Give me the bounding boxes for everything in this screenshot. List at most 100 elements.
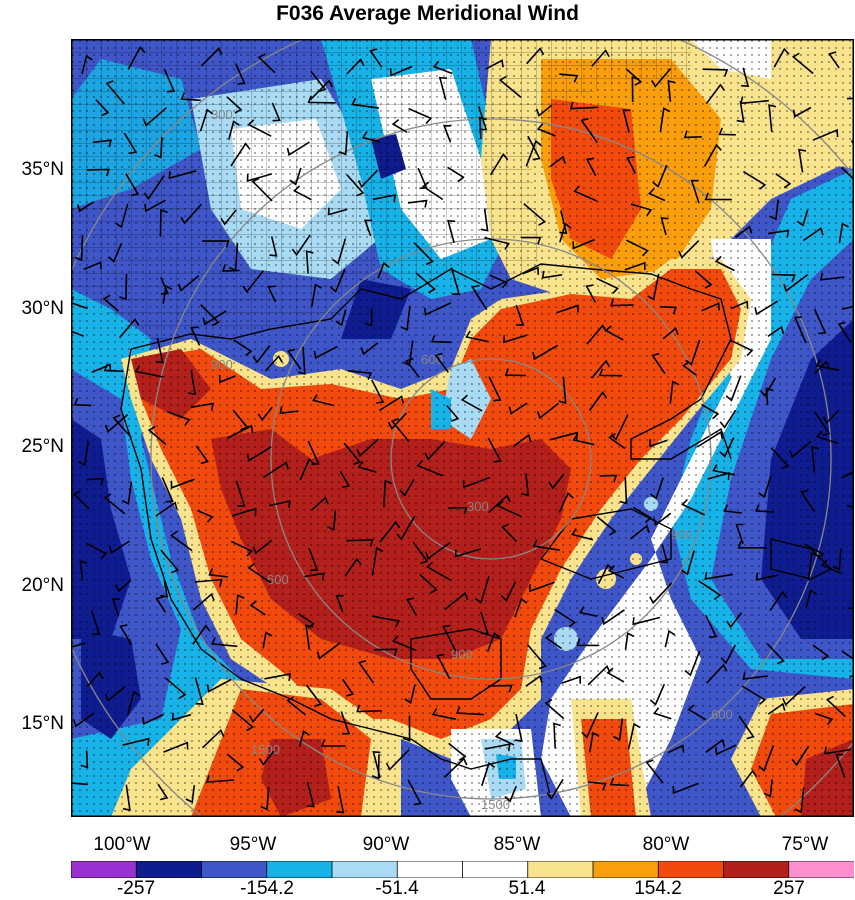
wind-barb bbox=[652, 164, 668, 188]
wind-barb bbox=[480, 208, 489, 232]
wind-barb bbox=[407, 199, 428, 208]
colorbar-swatch bbox=[723, 861, 790, 878]
wind-barb bbox=[249, 600, 266, 616]
wind-barb bbox=[496, 500, 523, 518]
wind-barb bbox=[419, 573, 438, 594]
wind-barb bbox=[460, 394, 483, 412]
wind-barb bbox=[163, 69, 176, 93]
wind-barb bbox=[425, 561, 452, 581]
wind-barb bbox=[438, 76, 447, 100]
wind-barb bbox=[489, 152, 509, 176]
wind-barb bbox=[462, 476, 491, 489]
wind-barb bbox=[549, 155, 566, 168]
wind-barb bbox=[357, 460, 377, 473]
wind-barb bbox=[455, 706, 484, 716]
colorbar-swatch bbox=[462, 861, 529, 878]
wind-barb bbox=[798, 148, 807, 173]
wind-barb bbox=[649, 683, 666, 706]
colorbar-swatch bbox=[527, 861, 594, 878]
wind-barb bbox=[814, 411, 831, 436]
wind-barb bbox=[430, 334, 452, 344]
wind-barb bbox=[374, 648, 398, 657]
wind-barb bbox=[504, 368, 526, 377]
map-panel[interactable]: 300 600 900 900 600 300 900 1500 1500 60… bbox=[71, 39, 854, 817]
wind-barb bbox=[588, 781, 607, 791]
wind-barb bbox=[164, 677, 187, 699]
wind-barb bbox=[122, 784, 131, 811]
wind-barb bbox=[71, 330, 84, 337]
wind-barb bbox=[260, 786, 270, 811]
wind-barb bbox=[387, 412, 408, 430]
shaded-field bbox=[71, 39, 854, 817]
wind-barb bbox=[119, 318, 140, 339]
wind-barb bbox=[484, 236, 510, 250]
wind-barb bbox=[171, 712, 192, 721]
wind-barb bbox=[415, 272, 436, 294]
wind-barb bbox=[95, 99, 110, 117]
wind-barb bbox=[269, 236, 278, 257]
wind-barb bbox=[650, 477, 664, 500]
wind-barb bbox=[742, 170, 767, 190]
wind-barb bbox=[389, 65, 413, 77]
wind-barb bbox=[447, 219, 456, 244]
colorbar-label-257: 257 bbox=[773, 878, 805, 899]
wind-barb bbox=[162, 284, 173, 304]
wind-barb bbox=[840, 167, 854, 188]
wind-barb bbox=[521, 473, 530, 497]
wind-barb bbox=[346, 538, 374, 547]
wind-barb bbox=[588, 731, 600, 753]
lon-label-95w: 95°W bbox=[229, 834, 277, 855]
colorbar-swatch bbox=[201, 861, 268, 878]
wind-barb bbox=[443, 124, 452, 143]
wind-barb bbox=[541, 270, 563, 279]
wind-barb bbox=[629, 524, 650, 540]
wind-barb bbox=[222, 264, 240, 272]
wind-barb bbox=[841, 470, 854, 479]
wind-barb bbox=[379, 520, 401, 543]
wind-barb bbox=[630, 203, 653, 217]
wind-barb bbox=[383, 479, 393, 508]
colorbar-swatch bbox=[396, 861, 464, 878]
wind-barb bbox=[767, 325, 785, 338]
wind-barb bbox=[812, 644, 830, 661]
wind-barb bbox=[421, 181, 444, 201]
wind-barb bbox=[651, 352, 666, 375]
wind-barb bbox=[199, 108, 214, 132]
wind-barb bbox=[201, 728, 225, 749]
wind-barb bbox=[720, 644, 737, 665]
wind-barb bbox=[166, 411, 191, 426]
wind-barb bbox=[487, 494, 511, 514]
wind-barb bbox=[479, 116, 487, 140]
wind-barb bbox=[500, 581, 517, 602]
wind-barb bbox=[232, 409, 249, 431]
wind-barb bbox=[71, 782, 89, 786]
wind-barb bbox=[298, 730, 310, 748]
wind-barb bbox=[791, 52, 814, 75]
contour-labels: 300 600 900 900 600 300 900 1500 1500 60… bbox=[211, 107, 733, 812]
wind-barb bbox=[526, 47, 545, 65]
wind-barb bbox=[313, 345, 338, 360]
wind-barb bbox=[305, 624, 314, 650]
wind-barb bbox=[651, 67, 672, 88]
wind-barb bbox=[86, 671, 104, 688]
wind-barb bbox=[736, 100, 745, 123]
wind-barb bbox=[576, 638, 600, 647]
wind-barb bbox=[715, 744, 737, 756]
wind-barb bbox=[407, 779, 422, 806]
wind-barb bbox=[841, 305, 854, 310]
map-frame bbox=[71, 39, 854, 817]
wind-barb bbox=[72, 490, 90, 510]
wind-barb bbox=[705, 614, 718, 639]
wind-barb bbox=[188, 370, 197, 396]
wind-barb bbox=[667, 79, 676, 102]
wind-barb bbox=[725, 375, 742, 402]
wind-barb bbox=[235, 594, 245, 615]
wind-barb bbox=[682, 361, 698, 377]
wind-barb bbox=[231, 507, 257, 517]
wind-barb bbox=[546, 778, 564, 800]
wind-barb bbox=[719, 437, 735, 458]
wind-barb bbox=[508, 402, 528, 415]
wind-barb bbox=[703, 143, 722, 167]
wind-barb bbox=[226, 96, 243, 114]
wind-barb bbox=[659, 107, 671, 133]
